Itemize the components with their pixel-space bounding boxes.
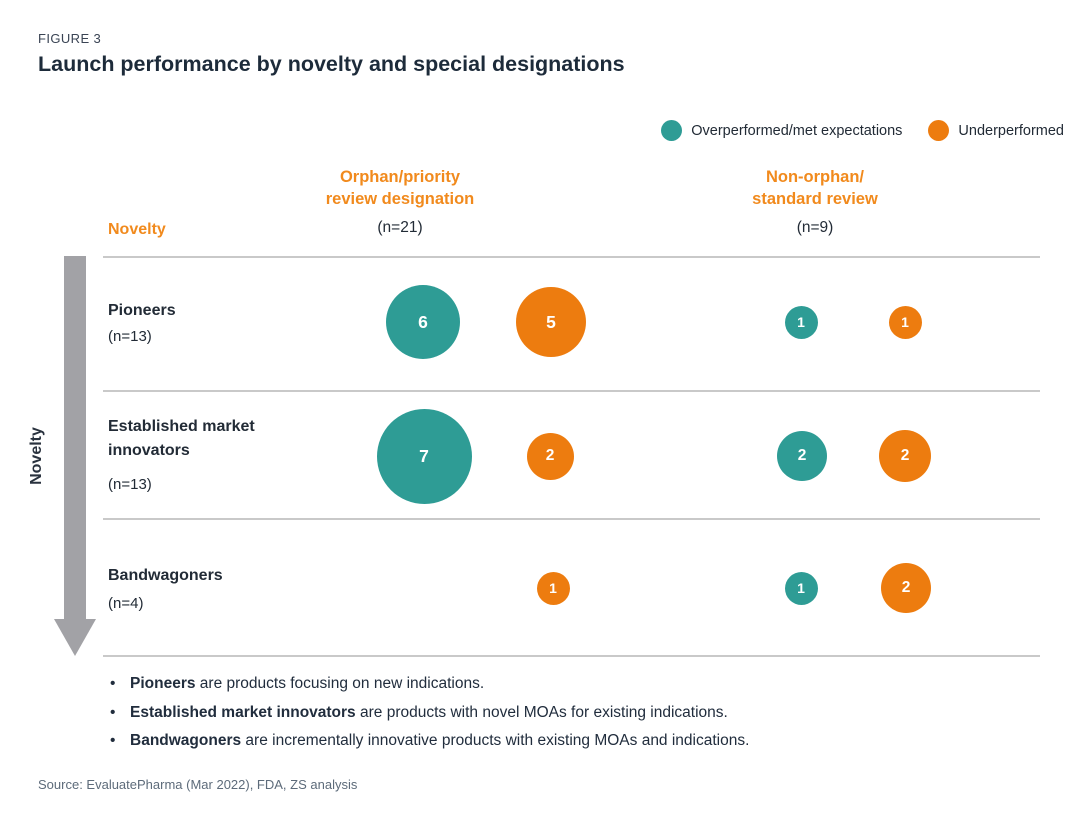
notes-list: Pioneers are products focusing on new in… xyxy=(108,674,988,760)
row-label-established-market-innovators: Established market innovators xyxy=(108,418,255,459)
row-n-count: (n=4) xyxy=(108,595,144,612)
grid-divider xyxy=(103,655,1040,657)
note-lead: Established market innovators xyxy=(130,703,356,721)
legend-label: Overperformed/met expectations xyxy=(691,122,903,139)
column-header-non-orphan: Non-orphan/ standard review (n=9) xyxy=(653,166,977,237)
bubble-orange-1: 1 xyxy=(536,571,570,605)
row-label-pioneers: Pioneers xyxy=(108,302,176,319)
legend-item-overperformed: Overperformed/met expectations xyxy=(661,120,902,141)
legend-label: Underperformed xyxy=(958,122,1064,139)
note-text: are products with novel MOAs for existin… xyxy=(355,703,728,721)
novelty-arrow-shaft xyxy=(64,256,86,619)
bubble-teal-1: 1 xyxy=(784,571,818,605)
novelty-arrow-down-icon xyxy=(54,619,96,656)
bubble-teal-6: 6 xyxy=(386,285,460,359)
bubble-orange-2: 2 xyxy=(526,432,574,480)
row-label-bandwagoners: Bandwagoners xyxy=(108,567,223,584)
column-n-count: (n=9) xyxy=(796,219,834,236)
column-title-line2: review designation xyxy=(325,190,475,208)
column-n-count: (n=21) xyxy=(377,219,423,236)
bubble-teal-2: 2 xyxy=(777,431,827,481)
novelty-axis-label: Novelty xyxy=(28,427,45,485)
legend-item-underperformed: Underperformed xyxy=(928,120,1064,141)
bubble-orange-1: 1 xyxy=(888,305,922,339)
note-text: are products focusing on new indications… xyxy=(195,675,485,692)
teal-dot-icon xyxy=(661,120,683,141)
figure-number: FIGURE 3 xyxy=(38,31,102,46)
column-header-orphan: Orphan/priority review designation (n=21… xyxy=(238,166,562,237)
row-n-count: (n=13) xyxy=(108,476,152,493)
legend: Overperformed/met expectations Underperf… xyxy=(661,120,1064,141)
column-title-line1: Orphan/priority xyxy=(339,168,461,186)
note-text: are incrementally innovative products wi… xyxy=(241,732,750,749)
column-title-line2: standard review xyxy=(752,190,878,208)
orange-dot-icon xyxy=(928,120,950,141)
source-line: Source: EvaluatePharma (Mar 2022), FDA, … xyxy=(38,777,358,792)
note-pioneers: Pioneers are products focusing on new in… xyxy=(108,674,988,694)
bubble-orange-2: 2 xyxy=(881,563,931,613)
note-lead: Pioneers xyxy=(130,675,196,692)
grid-divider xyxy=(103,390,1040,392)
bubble-teal-7: 7 xyxy=(376,408,472,504)
novelty-column-header: Novelty xyxy=(108,221,166,238)
bubble-orange-5: 5 xyxy=(516,287,586,357)
bubble-orange-2: 2 xyxy=(879,430,931,482)
grid-divider xyxy=(103,256,1040,258)
column-title-line1: Non-orphan/ xyxy=(765,168,865,186)
row-n-count: (n=13) xyxy=(108,328,152,345)
note-bandwagoners: Bandwagoners are incrementally innovativ… xyxy=(108,731,988,751)
bubble-teal-1: 1 xyxy=(784,305,818,339)
note-lead: Bandwagoners xyxy=(130,732,242,749)
figure-title: Launch performance by novelty and specia… xyxy=(38,52,625,76)
grid-divider xyxy=(103,518,1040,520)
note-established-market-innovators: Established market innovators are produc… xyxy=(108,703,988,723)
